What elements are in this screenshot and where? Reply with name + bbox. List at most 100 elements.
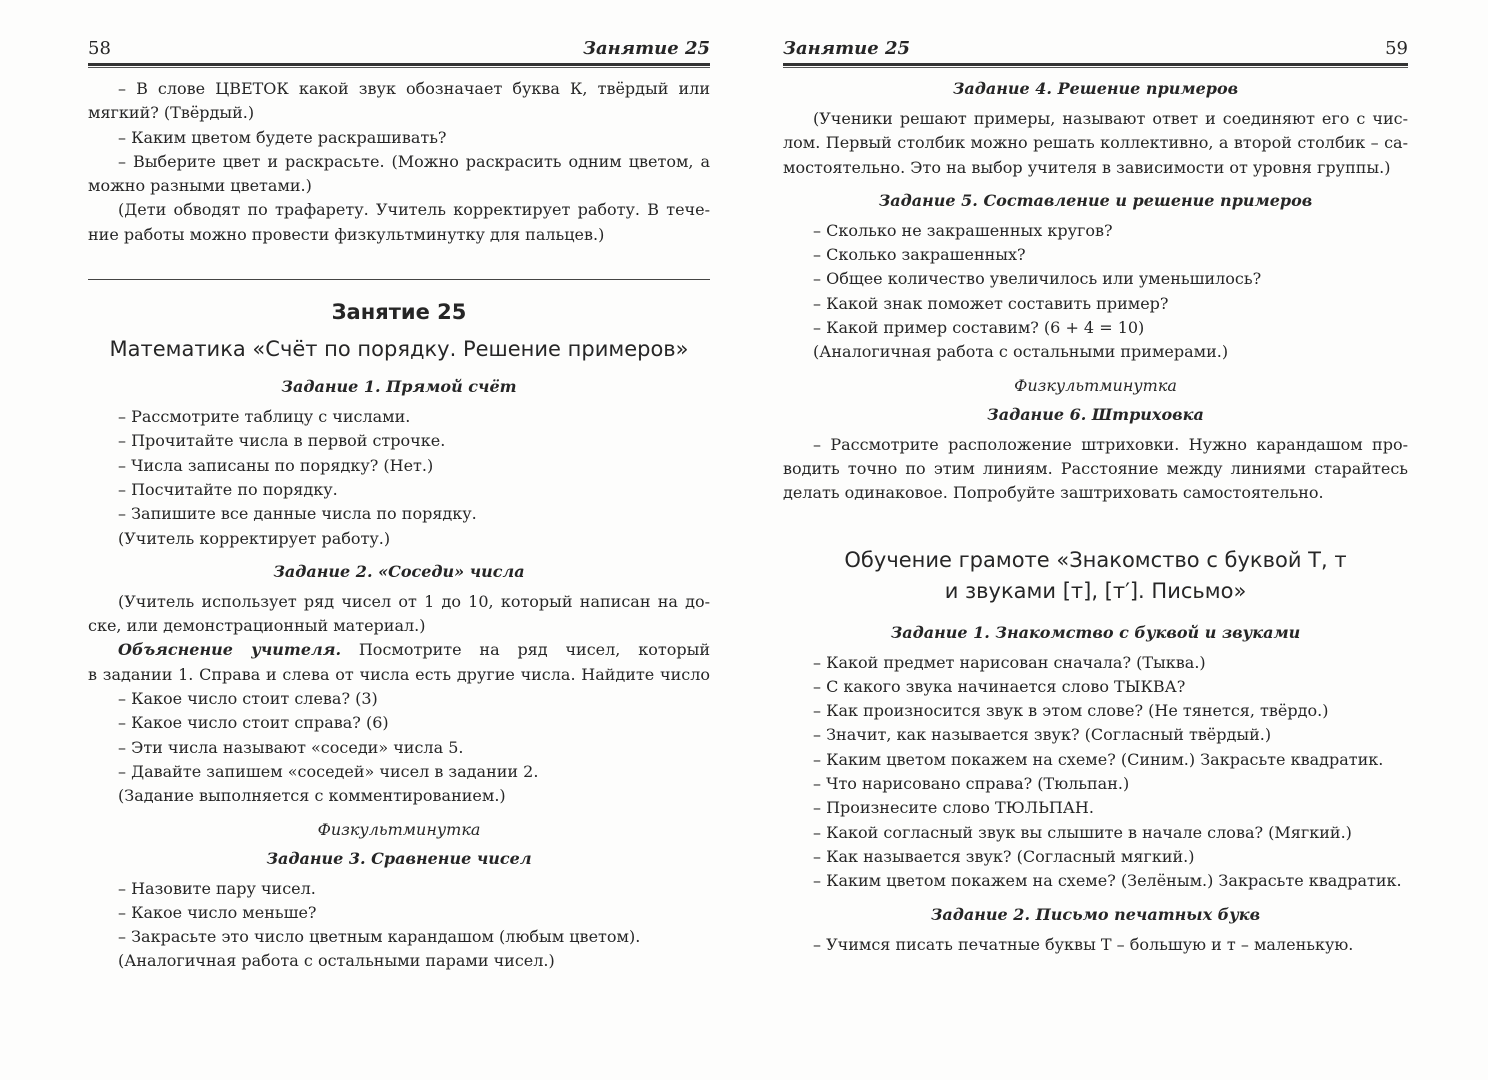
text-line: – Назовите пару чисел. [118, 878, 316, 898]
paragraph: (Аналогичная работа с остальными примера… [783, 340, 1408, 364]
paragraph: Объяснение учителя. Посмотрите на ряд чи… [88, 638, 710, 687]
page-number: 59 [1385, 37, 1408, 59]
text-line: делать одинаковое. Попробуйте заштрихова… [783, 483, 1324, 503]
text-line: (Аналогичная работа с остальными примера… [813, 342, 1229, 362]
page-header: 58 Занятие 25 [88, 33, 710, 63]
section-heading: Обучение грамоте «Знакомство с буквой Т,… [783, 545, 1408, 607]
text-line: – Каким цветом будете раскрашивать? [118, 127, 447, 147]
text-line: – Какое число стоит справа? (6) [118, 713, 389, 733]
text-line: – В слове ЦВЕТОК какой звук обозначает б… [118, 79, 710, 98]
task-heading: Задание 1. Знакомство с буквой и звуками [890, 622, 1301, 642]
task-heading: Задание 4. Решение примеров [952, 79, 1239, 98]
text-line: – Какой предмет нарисован сначала? (Тыкв… [813, 652, 1206, 672]
paragraph: – Эти числа называют «соседи» числа 5. [88, 736, 710, 760]
paragraph: – С какого звука начинается слово ТЫКВА? [783, 675, 1408, 699]
text-line: лом. Первый столбик можно решать коллект… [783, 133, 1408, 153]
paragraph: – Выберите цвет и раскрасьте. (Можно рас… [88, 150, 710, 199]
section-rule [88, 279, 710, 281]
paragraph: – В слове ЦВЕТОК какой звук обозначает б… [88, 77, 710, 126]
exercise-break-label: Физкультминутка [317, 819, 481, 839]
paragraph: – Общее количество увеличилось или умень… [783, 267, 1408, 291]
page-left: 58 Занятие 25 – В слове ЦВЕТОК какой зву… [88, 33, 710, 974]
paragraph: (Аналогичная работа с остальными парами … [88, 949, 710, 973]
text-line: ске, или демонстрационный материал.) [88, 616, 426, 636]
text-line: можно разными цветами.) [88, 176, 312, 196]
paragraph: – Как называется звук? (Согласный мягкий… [783, 845, 1408, 869]
text-line: – Выберите цвет и раскрасьте. (Можно рас… [118, 151, 710, 171]
running-head: Занятие 25 [583, 37, 710, 59]
page-body: Задание 4. Решение примеров (Ученики реша… [783, 77, 1408, 957]
lesson-subtitle: Математика «Счёт по порядку. Решение при… [109, 337, 689, 362]
paragraph: – Рассмотрите расположение штриховки. Ну… [783, 433, 1408, 506]
text-line: (Дети обводят по трафарету. Учитель корр… [118, 200, 710, 220]
task-heading: Задание 6. Штриховка [987, 404, 1204, 424]
text-line: – Какой пример составим? (6 + 4 = 10) [813, 318, 1145, 338]
text-line: водить точно по этим линиям. Расстояние … [783, 458, 1408, 478]
paragraph: (Ученики решают примеры, называют ответ … [783, 107, 1408, 180]
text-line: – Как называется звук? (Согласный мягкий… [813, 846, 1195, 866]
paragraph: – Закрасьте это число цветным карандашом… [88, 925, 710, 949]
text-line: – Какое число меньше? [118, 902, 317, 922]
paragraph: – Каким цветом покажем на схеме? (Зелёны… [783, 869, 1408, 893]
paragraph: – Давайте запишем «соседей» чисел в зада… [88, 760, 710, 784]
paragraph: – Какой пример составим? (6 + 4 = 10) [783, 316, 1408, 340]
paragraph: (Задание выполняется с комментированием.… [88, 784, 710, 808]
paragraph: (Учитель использует ряд чисел от 1 до 10… [88, 590, 710, 639]
paragraph: (Дети обводят по трафарету. Учитель корр… [88, 198, 710, 247]
header-rule [88, 63, 710, 68]
text-line: ние работы можно провести физкультминутк… [88, 224, 605, 244]
paragraph: – Какой знак поможет составить пример? [783, 292, 1408, 316]
text-line: (Учитель использует ряд чисел от 1 до 10… [118, 591, 710, 611]
text-line: – Значит, как называется звук? (Согласны… [813, 725, 1272, 745]
paragraph: – Назовите пару чисел. [88, 877, 710, 901]
paragraph: – Сколько закрашенных? [783, 243, 1408, 267]
paragraph: – Рассмотрите таблицу с числами. [88, 405, 710, 429]
text-line: – Рассмотрите расположение штриховки. Ну… [813, 434, 1408, 454]
text-line: (Задание выполняется с комментированием.… [118, 786, 506, 806]
line-text: Посмотрите на ряд чисел, который записал… [358, 640, 710, 660]
paragraph: (Учитель корректирует работу.) [88, 527, 710, 551]
paragraph: – Числа записаны по порядку? (Нет.) [88, 454, 710, 478]
paragraph: – Какое число меньше? [88, 901, 710, 925]
text-line: – Что нарисовано справа? (Тюльпан.) [813, 774, 1130, 794]
text-line: – Числа записаны по порядку? (Нет.) [118, 455, 434, 475]
text-line: – Какое число стоит слева? (3) [118, 689, 378, 709]
text-line: – Каким цветом покажем на схеме? (Синим.… [813, 749, 1384, 769]
text-line: – Рассмотрите таблицу с числами. [118, 407, 411, 427]
text-line: – Давайте запишем «соседей» чисел в зада… [118, 761, 539, 781]
task-heading: Задание 2. «Соседи» числа [273, 561, 525, 581]
page-header: Занятие 25 59 [783, 33, 1408, 63]
text-line: (Ученики решают примеры, называют ответ … [813, 109, 1408, 128]
text-line: Объяснение учителя. Посмотрите на ряд чи… [88, 638, 710, 662]
text-line: – Сколько закрашенных? [813, 245, 1026, 265]
text-line: – Как произносится звук в этом слове? (Н… [813, 701, 1329, 721]
running-head: Занятие 25 [783, 37, 910, 59]
page-body: – В слове ЦВЕТОК какой звук обозначает б… [88, 77, 710, 974]
text-line: – Посчитайте по порядку. [118, 479, 338, 499]
header-rule [783, 63, 1408, 68]
page-right: Занятие 25 59 Задание 4. Решение примеро… [783, 33, 1408, 957]
text-line: (Аналогичная работа с остальными парами … [118, 951, 555, 971]
paragraph: – Какой согласный звук вы слышите в нача… [783, 821, 1408, 845]
paragraph: – Каким цветом покажем на схеме? (Синим.… [783, 748, 1408, 772]
text-line: – Сколько не закрашенных кругов? [813, 220, 1113, 240]
text-line: в задании 1. Справа и слева от числа ест… [88, 664, 710, 684]
text-line: – Общее количество увеличилось или умень… [813, 269, 1262, 289]
text-line: – Какой знак поможет составить пример? [813, 293, 1169, 313]
text-line: – Запишите все данные числа по порядку. [118, 504, 477, 524]
task-heading: Задание 2. Письмо печатных букв [930, 904, 1261, 924]
task-heading: Задание 3. Сравнение чисел [266, 848, 532, 868]
text-line: – Эти числа называют «соседи» числа 5. [118, 737, 464, 757]
heading-line: и звуками [т], [т′]. Письмо» [944, 578, 1247, 603]
text-line: – Прочитайте числа в первой строчке. [118, 431, 446, 451]
text-line: (Учитель корректирует работу.) [118, 528, 391, 548]
text-line: – Какой согласный звук вы слышите в нача… [813, 822, 1352, 842]
paragraph: – Какое число стоит слева? (3) [88, 687, 710, 711]
paragraph: – Как произносится звук в этом слове? (Н… [783, 699, 1408, 723]
text-line: – С какого звука начинается слово ТЫКВА? [813, 676, 1186, 696]
heading-line: Обучение грамоте «Знакомство с буквой Т,… [844, 547, 1347, 572]
task-heading: Задание 1. Прямой счёт [281, 377, 517, 397]
text-line: – Произнесите слово ТЮЛЬПАН. [813, 798, 1094, 818]
text-line: мостоятельно. Это на выбор учителя в зав… [783, 157, 1391, 177]
text-line: – Закрасьте это число цветным карандашом… [118, 927, 641, 947]
